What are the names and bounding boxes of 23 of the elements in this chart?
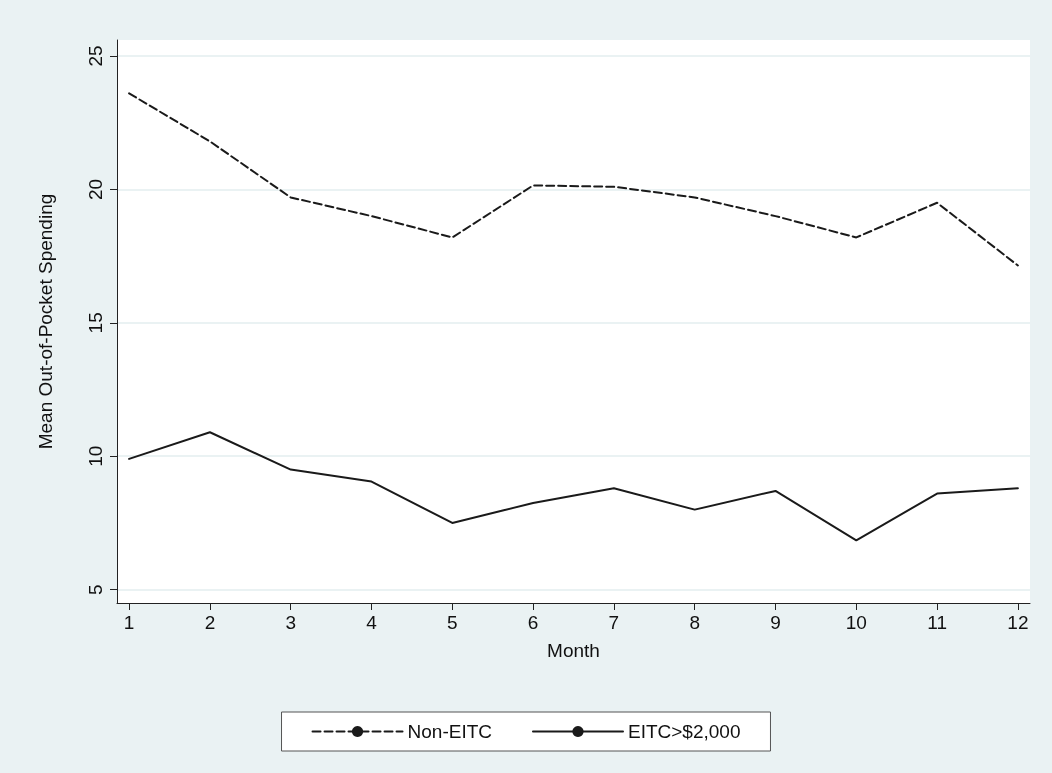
x-tick-label: 2: [204, 612, 216, 633]
x-tick-label: 10: [845, 612, 867, 633]
x-tick-label: 8: [689, 612, 700, 633]
y-tick-label: 10: [85, 445, 106, 467]
x-tick-label: 12: [1007, 612, 1029, 633]
y-axis-title: Mean Out-of-Pocket Spending: [35, 193, 56, 450]
x-tick-label: 11: [927, 612, 947, 633]
x-tick-label: 7: [608, 612, 620, 633]
x-tick-label: 5: [447, 612, 458, 633]
legend-label: EITC>$2,000: [627, 721, 741, 742]
x-tick-label: 1: [123, 612, 135, 633]
x-tick-label: 4: [366, 612, 378, 633]
x-tick-label: 3: [285, 612, 296, 633]
x-tick-label: 6: [527, 612, 539, 633]
y-tick-label: 25: [85, 45, 106, 67]
y-tick-label: 15: [85, 312, 106, 334]
x-tick-label: 9: [770, 612, 781, 633]
y-tick-label: 5: [85, 584, 106, 595]
legend-label: Non-EITC: [407, 721, 492, 742]
y-tick-label: 20: [85, 178, 106, 200]
line-series: [128, 92, 1019, 267]
line-series: [128, 431, 1019, 542]
x-axis-title: Month: [547, 640, 600, 661]
